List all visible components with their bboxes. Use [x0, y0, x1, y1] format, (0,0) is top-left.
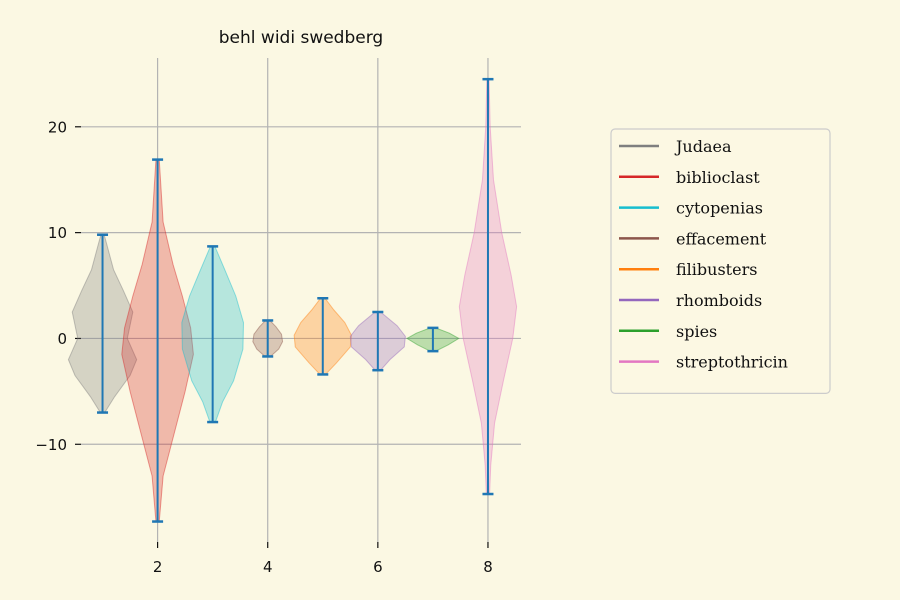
legend-label: cytopenias [676, 199, 763, 218]
legend-label: spies [676, 322, 717, 341]
legend-label: biblioclast [676, 168, 760, 187]
violins [67, 77, 518, 523]
x-axis: 2 4 6 8 [153, 542, 493, 576]
x-tick-label: 6 [373, 558, 383, 576]
y-tick-label: 0 [57, 330, 67, 348]
legend-label: Judaea [674, 137, 732, 156]
y-axis: −10 0 10 20 [35, 118, 81, 454]
legend-label: effacement [676, 229, 767, 248]
legend: Judaea biblioclast cytopenias effacement fil… [610, 128, 831, 394]
legend-label: filibusters [676, 260, 757, 279]
chart-title: behl widi swedberg [219, 28, 383, 48]
x-tick-label: 2 [153, 558, 163, 576]
y-tick-label: 20 [48, 118, 67, 136]
y-tick-label: 10 [48, 224, 67, 242]
legend-label: rhomboids [676, 291, 762, 310]
y-tick-label: −10 [35, 436, 67, 454]
legend-box [610, 128, 831, 394]
legend-label: streptothricin [676, 353, 788, 372]
x-tick-label: 8 [483, 558, 493, 576]
x-tick-label: 4 [263, 558, 273, 576]
